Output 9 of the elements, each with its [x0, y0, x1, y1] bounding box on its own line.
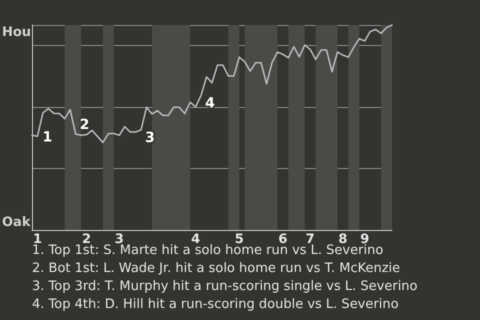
annotation: 1 [42, 129, 52, 146]
text: 2. Bot 1st: L. Wade Jr. hit a solo home run vs T. McKenzie [32, 261, 400, 276]
text: Oak [2, 215, 31, 230]
text: Hou [2, 25, 32, 40]
text: 3. Top 3rd: T. Murphy hit a run-scoring single vs L. Severino [32, 279, 418, 294]
annotation: 3 [145, 130, 155, 146]
text: 4. Top 4th: D. Hill hit a run-scoring double vs L. Severino [32, 297, 399, 312]
annotation: 4 [205, 95, 216, 112]
annotation: 2 [80, 117, 90, 134]
